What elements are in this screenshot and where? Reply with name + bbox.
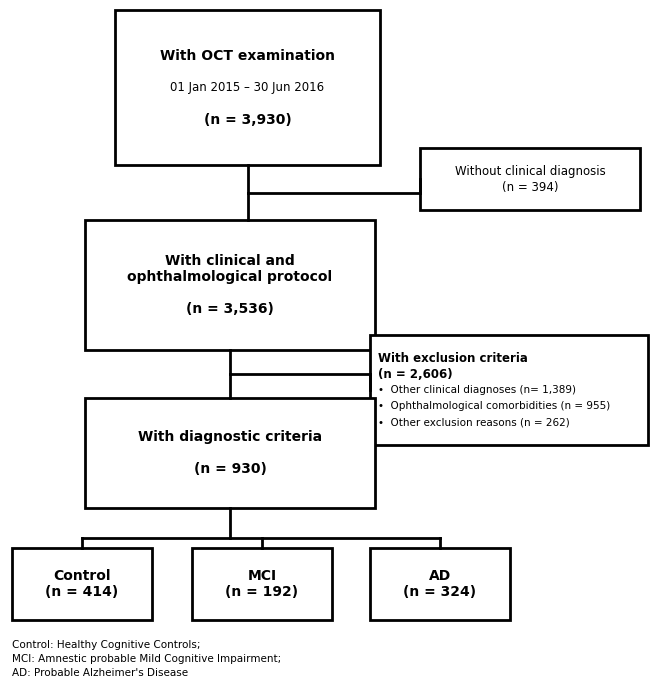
Text: MCI: MCI bbox=[248, 569, 277, 583]
Text: (n = 2,606): (n = 2,606) bbox=[378, 367, 453, 380]
Text: (n = 394): (n = 394) bbox=[502, 181, 558, 193]
Text: (n = 414): (n = 414) bbox=[45, 585, 119, 599]
Text: (n = 930): (n = 930) bbox=[194, 462, 266, 476]
Text: Control: Healthy Cognitive Controls;
MCI: Amnestic probable Mild Cognitive Impai: Control: Healthy Cognitive Controls; MCI… bbox=[12, 640, 282, 678]
Text: Control: Control bbox=[53, 569, 111, 583]
FancyBboxPatch shape bbox=[85, 398, 375, 508]
Text: (n = 3,536): (n = 3,536) bbox=[186, 302, 274, 316]
Text: •  Ophthalmological comorbidities (n = 955): • Ophthalmological comorbidities (n = 95… bbox=[378, 401, 610, 411]
FancyBboxPatch shape bbox=[192, 548, 332, 620]
FancyBboxPatch shape bbox=[12, 548, 152, 620]
Text: ophthalmological protocol: ophthalmological protocol bbox=[127, 270, 333, 284]
FancyBboxPatch shape bbox=[420, 148, 640, 210]
Text: 01 Jan 2015 – 30 Jun 2016: 01 Jan 2015 – 30 Jun 2016 bbox=[171, 81, 325, 94]
Text: •  Other exclusion reasons (n = 262): • Other exclusion reasons (n = 262) bbox=[378, 417, 570, 427]
Text: With clinical and: With clinical and bbox=[165, 254, 295, 268]
FancyBboxPatch shape bbox=[370, 548, 510, 620]
Text: (n = 324): (n = 324) bbox=[404, 585, 477, 599]
Text: (n = 192): (n = 192) bbox=[226, 585, 299, 599]
FancyBboxPatch shape bbox=[370, 335, 648, 445]
Text: AD: AD bbox=[429, 569, 451, 583]
FancyBboxPatch shape bbox=[115, 10, 380, 165]
Text: •  Other clinical diagnoses (n= 1,389): • Other clinical diagnoses (n= 1,389) bbox=[378, 385, 576, 395]
Text: With exclusion criteria: With exclusion criteria bbox=[378, 351, 528, 364]
Text: With diagnostic criteria: With diagnostic criteria bbox=[138, 430, 322, 444]
FancyBboxPatch shape bbox=[85, 220, 375, 350]
Text: (n = 3,930): (n = 3,930) bbox=[204, 112, 291, 127]
Text: With OCT examination: With OCT examination bbox=[160, 49, 335, 62]
Text: Without clinical diagnosis: Without clinical diagnosis bbox=[455, 164, 606, 177]
